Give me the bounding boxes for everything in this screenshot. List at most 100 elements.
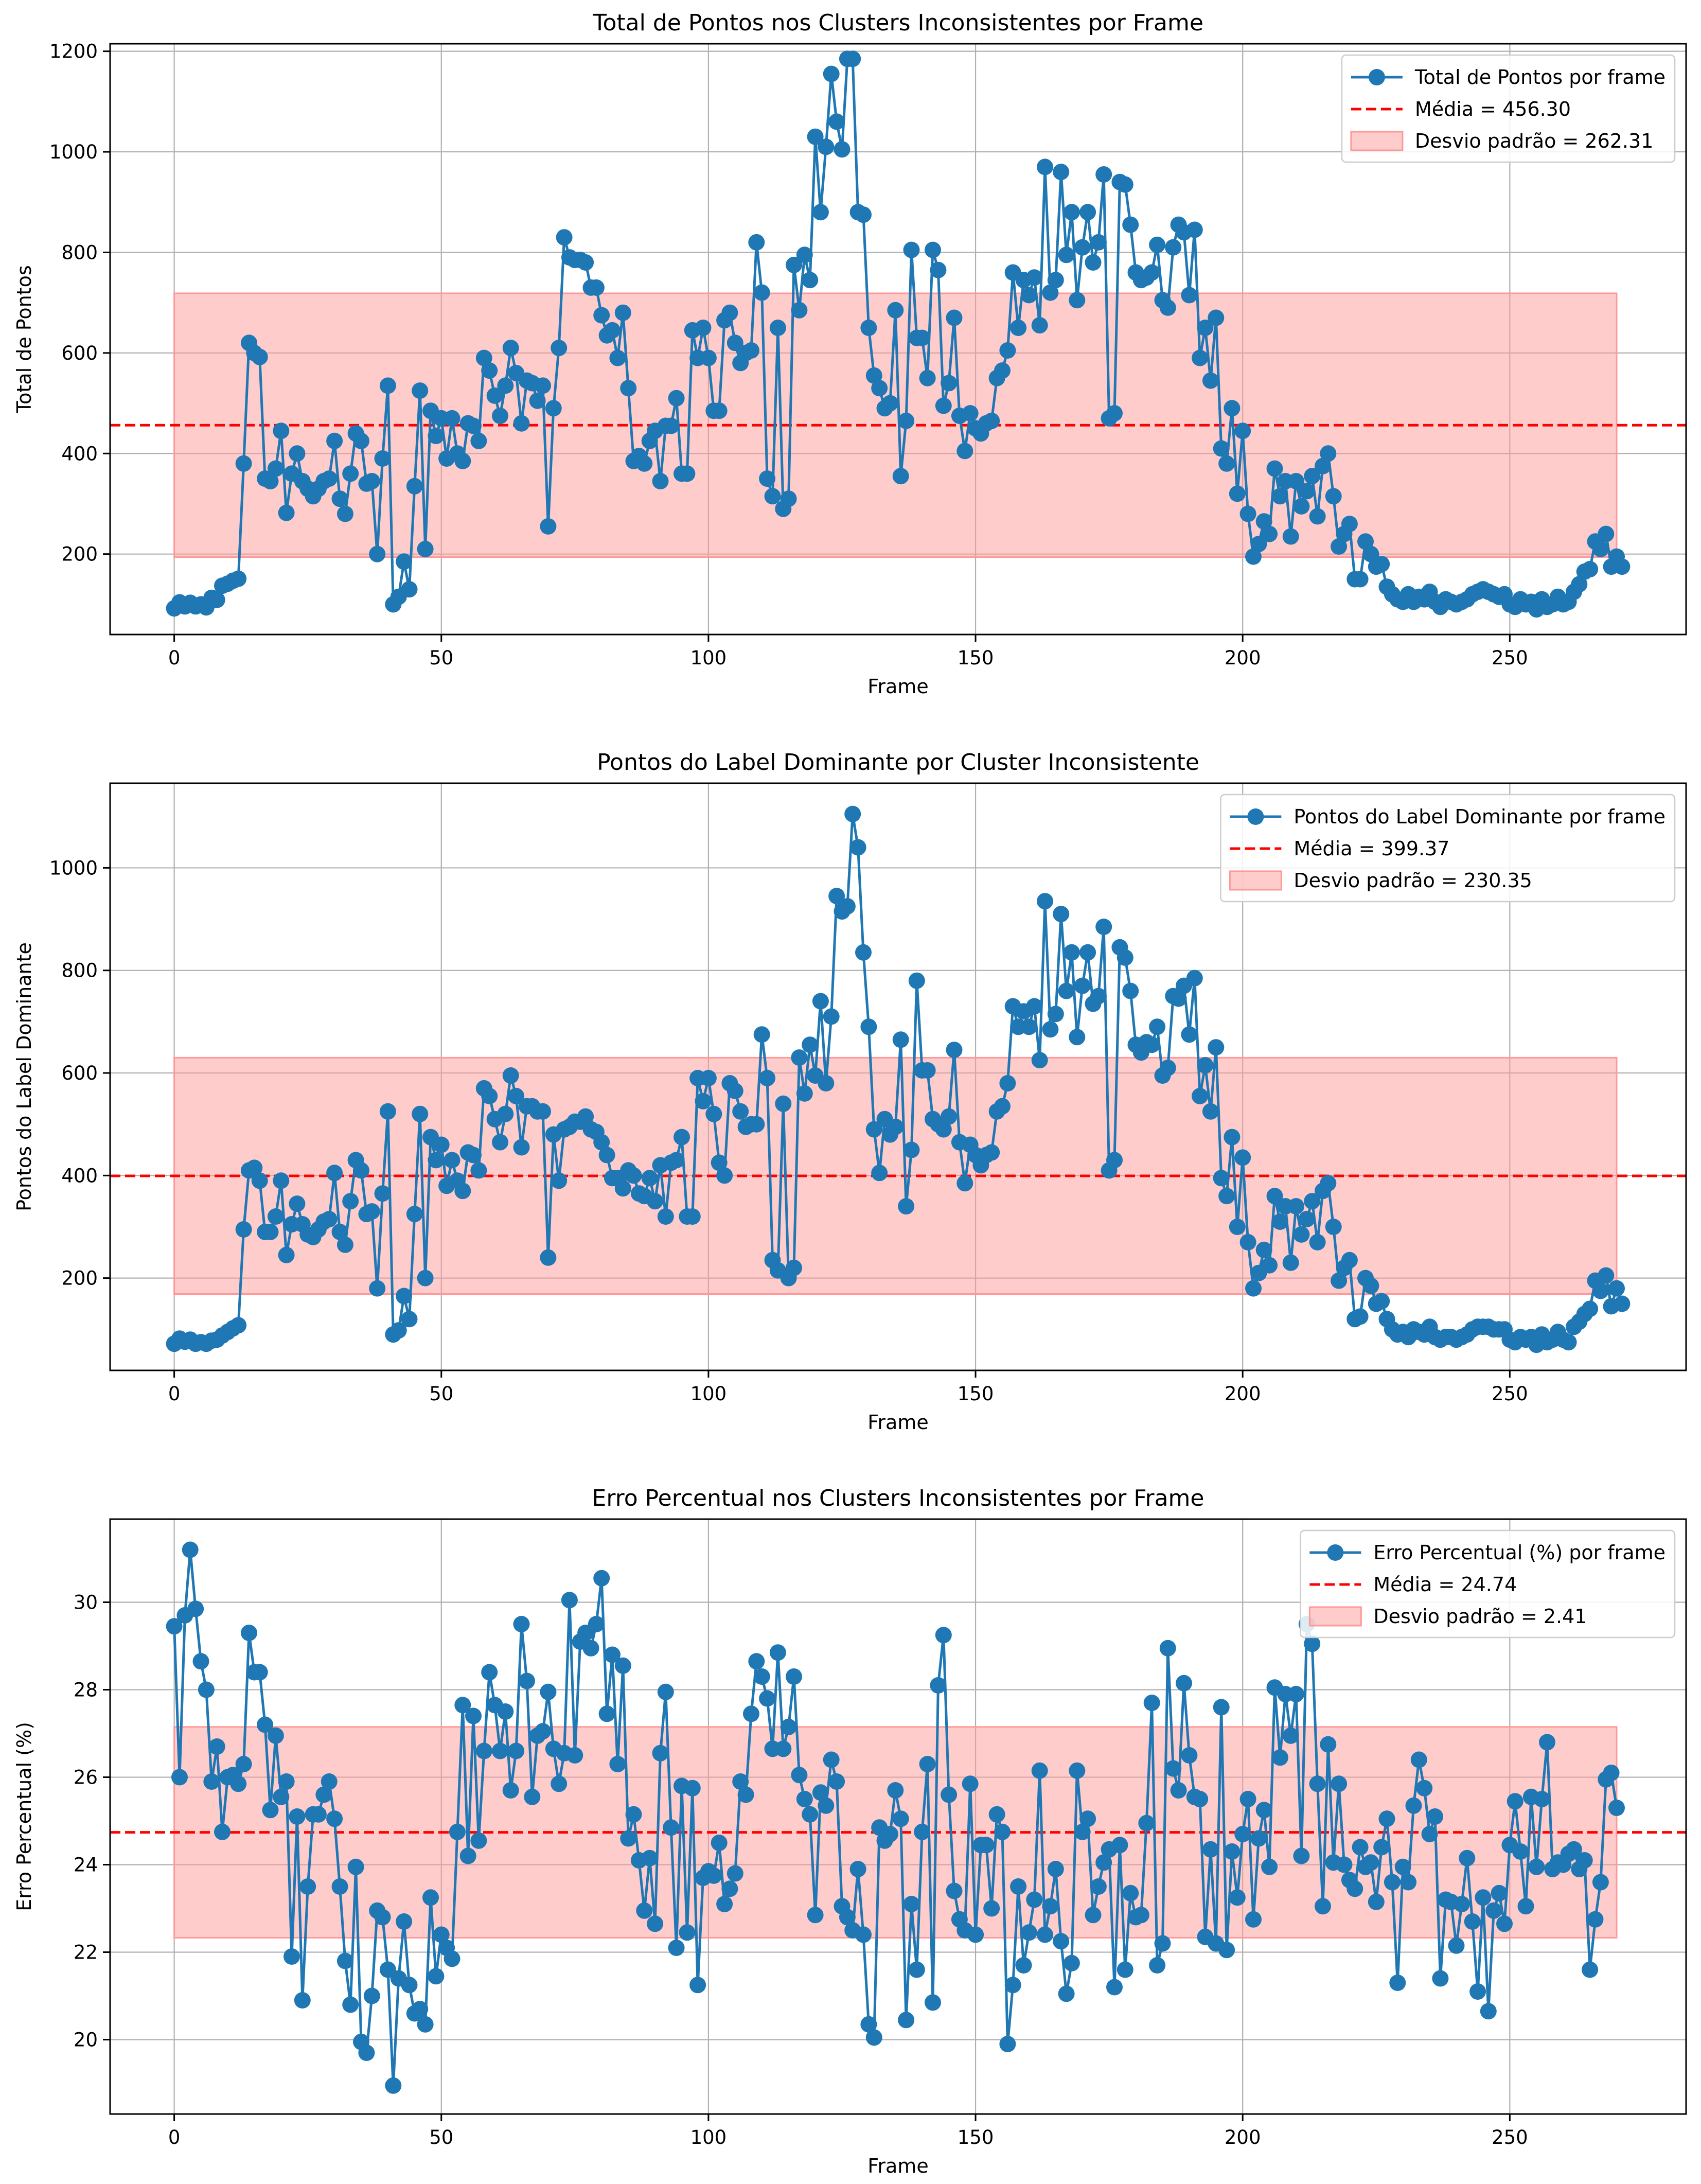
data-point <box>1309 1775 1326 1792</box>
data-point <box>492 1742 508 1759</box>
data-point <box>1298 1211 1315 1227</box>
data-point <box>475 349 492 366</box>
legend-entry: Erro Percentual (%) por frame <box>1309 1541 1665 1564</box>
data-point <box>818 1075 835 1091</box>
y-tick-label: 400 <box>61 443 98 465</box>
data-point <box>551 1172 568 1189</box>
data-point <box>284 1948 300 1965</box>
legend-label: Média = 456.30 <box>1415 98 1571 120</box>
data-point <box>310 1806 327 1823</box>
data-point <box>855 206 872 223</box>
data-point <box>1208 1039 1225 1056</box>
legend-band-swatch <box>1308 1606 1362 1627</box>
data-point <box>1079 1810 1096 1827</box>
chart-panel-3: 0 50 100 150 200 250 20 22 24 26 28 30 Erro Percentu… <box>13 1485 1687 2177</box>
data-point <box>1026 1891 1043 1908</box>
data-point <box>1170 990 1187 1007</box>
data-point <box>412 382 429 399</box>
data-point <box>1069 1762 1086 1779</box>
y-tick-label: 600 <box>61 1062 98 1084</box>
data-point <box>481 362 498 379</box>
data-point <box>540 1249 557 1266</box>
data-point <box>1528 1858 1545 1875</box>
data-point <box>956 1175 973 1192</box>
data-point <box>535 377 551 394</box>
data-point <box>962 405 979 422</box>
data-point <box>941 1786 958 1803</box>
data-point <box>791 1767 808 1784</box>
data-point <box>775 1740 792 1757</box>
data-point <box>647 1193 664 1210</box>
data-point <box>1192 1087 1209 1104</box>
data-point <box>321 470 338 487</box>
data-point <box>1111 1837 1128 1854</box>
data-point <box>289 1195 306 1212</box>
data-point <box>390 1322 407 1339</box>
data-point <box>396 553 413 570</box>
data-point <box>342 1996 359 2013</box>
data-point <box>208 591 225 608</box>
data-point <box>769 1644 786 1661</box>
data-point <box>582 1640 599 1657</box>
data-point <box>1331 1775 1348 1792</box>
data-point <box>1149 236 1166 253</box>
data-point <box>166 1618 183 1635</box>
data-point <box>812 204 829 221</box>
data-point <box>1229 1219 1246 1235</box>
data-point <box>1090 234 1107 251</box>
data-point <box>214 1823 231 1840</box>
data-point <box>1085 254 1102 271</box>
data-point <box>171 1769 188 1786</box>
legend-label: Desvio padrão = 2.41 <box>1373 1605 1587 1628</box>
data-point <box>786 1259 802 1276</box>
data-point <box>748 1653 765 1670</box>
data-point <box>791 302 808 319</box>
data-point <box>716 1896 733 1912</box>
data-point <box>262 1223 279 1240</box>
y-tick-label: 1200 <box>49 41 98 63</box>
legend-series-marker <box>1327 1544 1344 1561</box>
data-point <box>930 1677 947 1694</box>
data-point <box>1331 1272 1348 1289</box>
data-point <box>1047 1006 1064 1023</box>
data-point <box>1582 561 1599 577</box>
data-point <box>1063 944 1080 961</box>
data-point <box>1197 1057 1214 1074</box>
data-point <box>935 1627 952 1644</box>
chart-title: Pontos do Label Dominante por Cluster In… <box>597 749 1199 776</box>
y-tick-label: 30 <box>74 1592 98 1614</box>
data-point <box>331 1878 348 1895</box>
data-point <box>1271 1749 1288 1766</box>
data-point <box>1288 473 1304 489</box>
data-point <box>871 1165 888 1182</box>
data-point <box>481 1087 498 1104</box>
data-point <box>983 1144 1000 1161</box>
data-point <box>1315 457 1331 474</box>
x-tick-label: 250 <box>1492 2126 1528 2148</box>
data-point <box>732 1103 749 1120</box>
data-point <box>999 1075 1016 1091</box>
y-axis-label: Pontos do Label Dominante <box>13 942 36 1211</box>
data-point <box>759 470 776 487</box>
data-point <box>647 1915 664 1932</box>
data-point <box>1309 1234 1326 1250</box>
data-point <box>492 408 508 424</box>
x-tick-label: 150 <box>958 1383 994 1405</box>
data-point <box>903 1141 920 1158</box>
data-point <box>374 450 391 467</box>
data-point <box>1069 1029 1086 1046</box>
data-point <box>1336 1856 1353 1873</box>
data-point <box>636 1902 653 1919</box>
data-point <box>1592 1282 1609 1299</box>
data-point <box>935 397 952 414</box>
data-point <box>967 1926 984 1943</box>
data-point <box>1224 1129 1241 1146</box>
data-point <box>257 1716 274 1733</box>
data-point <box>930 261 947 278</box>
legend-entry: Média = 24.74 <box>1309 1573 1517 1596</box>
data-point <box>978 1837 995 1854</box>
data-point <box>331 1223 348 1240</box>
data-point <box>865 1121 882 1138</box>
data-point <box>887 1782 904 1799</box>
data-point <box>1389 1975 1406 1991</box>
